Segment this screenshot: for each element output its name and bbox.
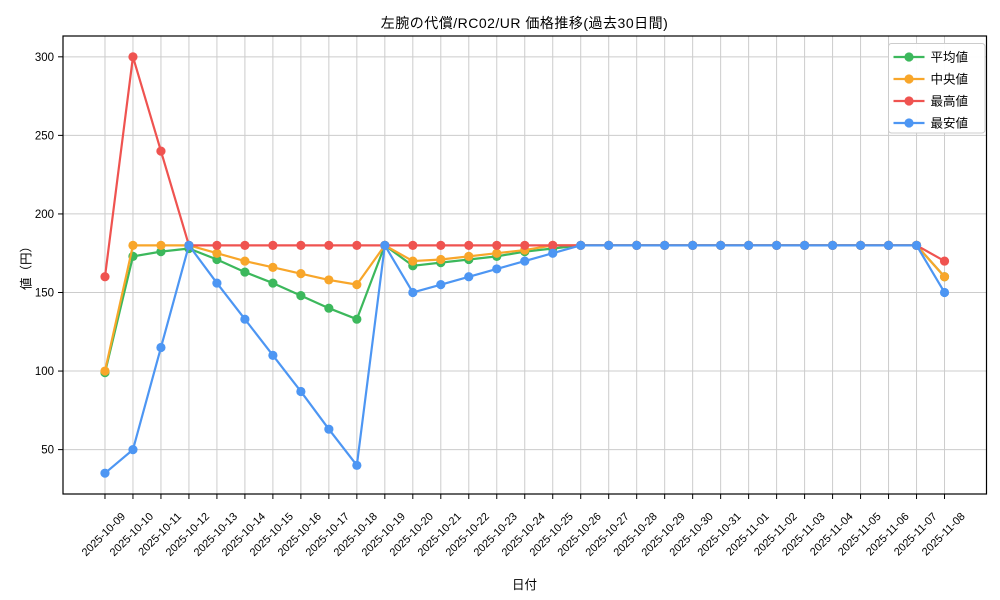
max-series-marker <box>100 272 110 282</box>
min-series-marker <box>660 240 670 250</box>
median-series-marker <box>408 256 418 266</box>
min-series-marker <box>436 280 446 290</box>
average-series-marker <box>156 247 166 257</box>
min-series-marker <box>939 287 950 298</box>
min-series-marker <box>716 240 726 250</box>
min-series-marker <box>855 240 866 250</box>
average-series-marker <box>352 314 362 324</box>
min-series-marker <box>688 240 698 250</box>
min-series-marker <box>296 386 306 397</box>
x-axis-label: 日付 <box>511 578 537 592</box>
min-series-marker <box>380 240 390 250</box>
min-series-marker <box>827 240 838 250</box>
min-series-marker <box>324 424 334 434</box>
max-series-marker <box>464 240 474 250</box>
min-series-marker <box>352 460 362 470</box>
max-series-legend-label: 最高値 <box>931 93 969 108</box>
min-series-marker <box>911 240 922 250</box>
average-series-legend-label: 平均値 <box>931 49 969 64</box>
max-series-marker <box>520 240 530 250</box>
median-series-marker <box>156 240 166 250</box>
max-series-marker <box>548 240 558 250</box>
median-series-marker <box>939 272 950 282</box>
y-tick-label: 50 <box>41 445 54 457</box>
min-series-marker <box>744 240 754 250</box>
median-series-legend-marker <box>904 74 914 84</box>
median-series-marker <box>324 275 334 285</box>
average-series-marker <box>296 291 306 301</box>
min-series-marker <box>548 248 558 258</box>
median-series-marker <box>212 248 222 258</box>
min-series-marker <box>799 240 810 250</box>
average-series-legend-marker <box>904 52 914 62</box>
min-series-legend-marker <box>904 118 914 128</box>
max-series-marker <box>156 146 166 156</box>
max-series-marker <box>436 240 446 250</box>
min-series-marker <box>408 287 418 298</box>
median-series-marker <box>436 254 446 265</box>
min-series-marker <box>576 240 586 250</box>
min-series-marker <box>520 256 530 266</box>
average-series-marker <box>240 267 250 277</box>
y-tick-label: 100 <box>35 366 54 378</box>
min-series-marker <box>883 240 894 250</box>
max-series-marker <box>128 52 138 62</box>
min-series-marker <box>632 240 642 250</box>
min-series-marker <box>604 240 614 250</box>
max-series-marker <box>296 240 306 250</box>
min-series-marker <box>184 240 194 250</box>
median-series-marker <box>268 262 278 272</box>
max-series-marker <box>212 240 222 250</box>
min-series-marker <box>464 272 474 282</box>
chart-title: 左腕の代償/RC02/UR 価格推移(過去30日間) <box>380 15 669 31</box>
max-series-marker <box>268 240 278 250</box>
max-series-marker <box>324 240 334 250</box>
min-series-marker <box>100 468 110 478</box>
median-series-legend-label: 中央値 <box>931 71 969 86</box>
median-series-marker <box>240 256 250 266</box>
y-tick-label: 300 <box>35 52 54 64</box>
max-series-marker <box>408 240 418 250</box>
average-series-marker <box>212 254 222 265</box>
median-series-marker <box>352 280 362 290</box>
min-series-marker <box>240 314 250 324</box>
max-series-marker <box>352 240 362 250</box>
y-tick-label: 200 <box>35 209 54 221</box>
plot-border <box>62 35 988 495</box>
max-series-marker <box>492 240 502 250</box>
median-series-marker <box>492 248 502 258</box>
min-series-marker <box>212 278 222 288</box>
max-series-legend-marker <box>904 96 914 106</box>
max-series-marker <box>240 240 250 250</box>
median-series-marker <box>464 251 474 261</box>
min-series-marker <box>772 240 782 250</box>
legend-box <box>888 43 986 134</box>
y-tick-label: 250 <box>35 130 54 142</box>
min-series-legend-label: 最安値 <box>931 115 969 130</box>
average-series-marker <box>324 303 334 313</box>
min-series-marker <box>268 350 278 360</box>
median-series-marker <box>128 240 138 250</box>
min-series-marker <box>492 264 502 274</box>
max-series-marker <box>939 256 950 266</box>
median-series-marker <box>100 366 110 376</box>
average-series-marker <box>268 278 278 288</box>
y-tick-label: 150 <box>35 287 54 299</box>
median-series-marker <box>296 269 306 279</box>
min-series-marker <box>156 342 166 353</box>
min-series-marker <box>128 445 138 455</box>
y-axis-label: 値（円） <box>19 239 34 291</box>
